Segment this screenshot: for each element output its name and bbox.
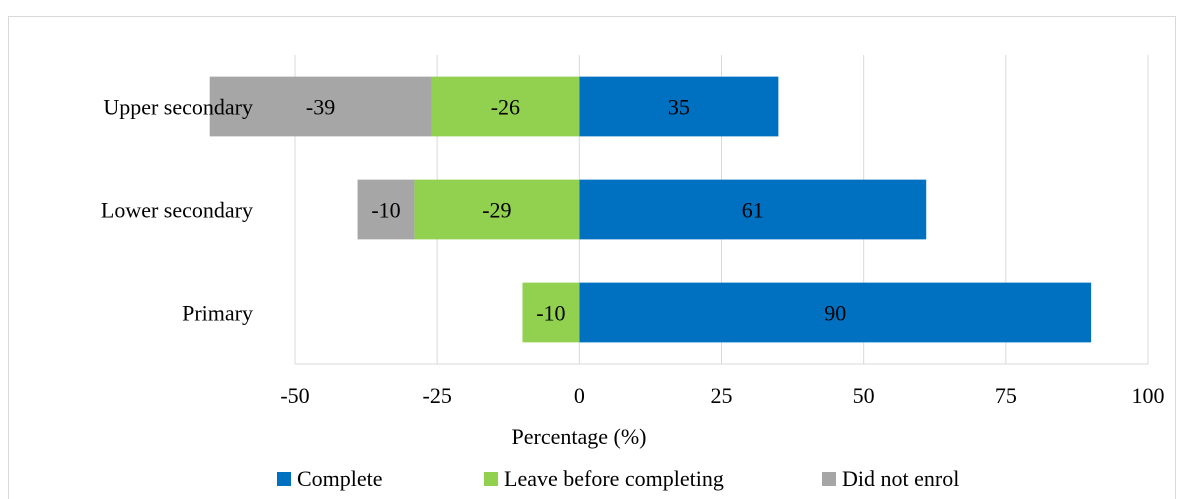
category-label: Upper secondary [103, 95, 253, 120]
legend-item-did-not-enrol: Did not enrol [822, 464, 959, 494]
bar-leave-before-completing [522, 282, 580, 343]
x-tick-label: 0 [574, 383, 585, 408]
legend-label: Leave before completing [504, 466, 724, 491]
x-tick-label: 50 [853, 383, 875, 408]
data-label: 61 [742, 198, 764, 223]
legend-swatch [277, 472, 291, 486]
legend-item-complete: Complete [277, 464, 383, 494]
legend-label: Complete [297, 466, 383, 491]
bar-leave-before-completing [414, 179, 580, 240]
category-label: Primary [182, 301, 253, 326]
bar-did-not-enrol [357, 179, 415, 240]
bar-did-not-enrol [209, 76, 432, 137]
x-tick-label: 100 [1132, 383, 1165, 408]
legend-swatch [484, 472, 498, 486]
data-label: -29 [482, 198, 511, 223]
legend: Complete Leave before completing Did not e… [0, 464, 1184, 499]
legend-swatch [822, 472, 836, 486]
bar-complete [579, 282, 1092, 343]
legend-label: Did not enrol [842, 466, 960, 491]
category-label: Lower secondary [101, 198, 253, 223]
bar-complete [579, 76, 779, 137]
x-tick-label: 75 [995, 383, 1017, 408]
data-label: -39 [306, 95, 335, 120]
bar-leave-before-completing [431, 76, 580, 137]
x-tick-label: -25 [423, 383, 452, 408]
legend-item-leave-before-completing: Leave before completing [484, 464, 724, 494]
data-label: -26 [491, 95, 520, 120]
data-label: -10 [371, 198, 400, 223]
data-label: 35 [668, 95, 690, 120]
x-tick-label: 25 [711, 383, 733, 408]
data-label: 90 [824, 301, 846, 326]
x-tick-label: -50 [280, 383, 309, 408]
x-axis-label: Percentage (%) [512, 424, 647, 449]
data-label: -10 [536, 301, 565, 326]
bar-complete [579, 179, 927, 240]
